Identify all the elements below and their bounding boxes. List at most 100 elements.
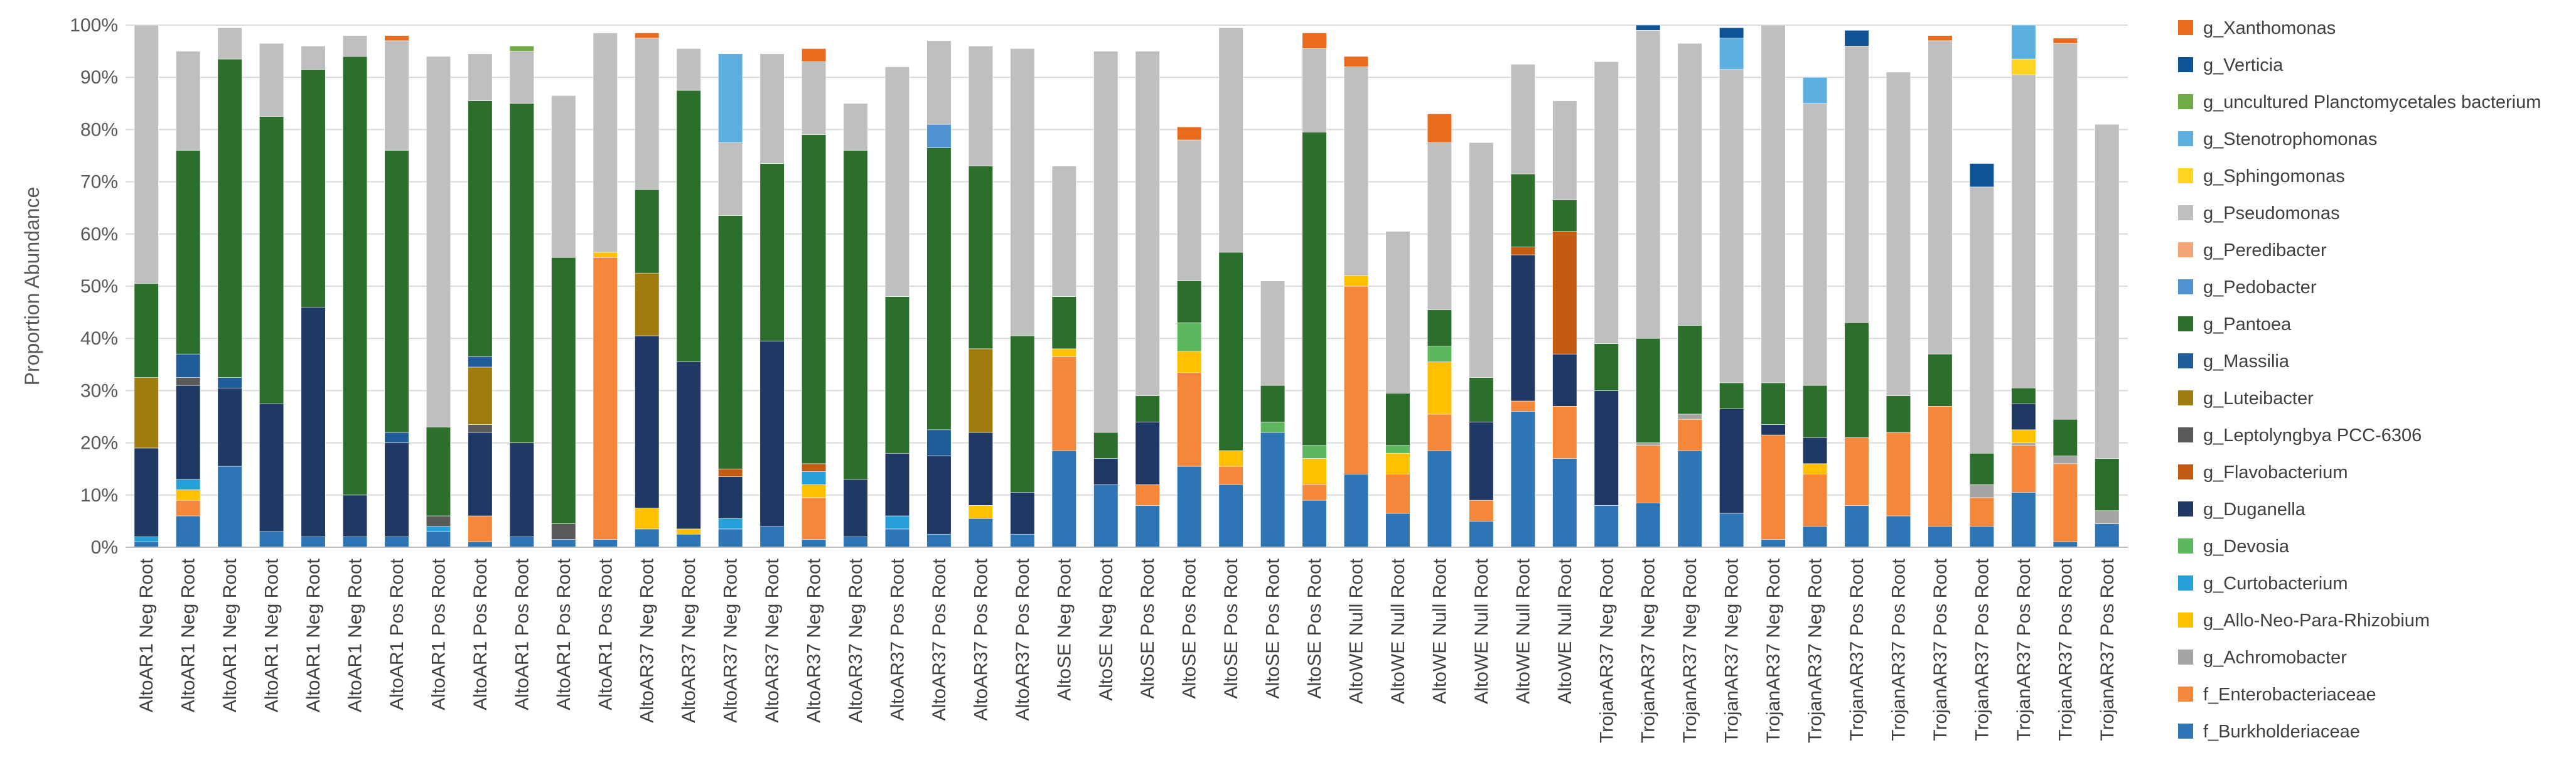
bar-stack	[551, 95, 576, 548]
bar-segment	[2011, 24, 2036, 60]
bar-segment	[2053, 542, 2078, 548]
bar-stack	[1260, 281, 1285, 548]
bar-segment	[593, 539, 618, 548]
legend-label: f_Enterobacteriaceae	[2203, 685, 2376, 705]
bar-segment	[968, 432, 993, 506]
bar-segment	[1260, 432, 1285, 548]
legend-item: g_Flavobacterium	[2178, 463, 2348, 483]
bar-segment	[2095, 523, 2120, 548]
bar-segment	[1427, 361, 1452, 415]
bar-segment	[801, 463, 827, 472]
legend-swatch	[2178, 242, 2193, 257]
bar-segment	[1177, 466, 1202, 548]
legend-swatch	[2178, 131, 2193, 146]
bar-segment	[843, 103, 868, 151]
bar-segment	[384, 35, 409, 41]
bar-segment	[2053, 38, 2078, 44]
bar-stack	[1427, 114, 1452, 548]
bar-segment	[509, 442, 534, 537]
bar-segment	[1093, 51, 1119, 433]
bar-stack	[1802, 77, 1828, 548]
x-tick-label: AltoAR37 Neg Root	[804, 558, 825, 722]
bar-segment	[2053, 456, 2078, 464]
bar-segment	[1218, 27, 1243, 253]
bar-segment	[801, 539, 827, 548]
bar-stack	[2053, 38, 2078, 548]
x-tick-label: AltoAR37 Pos Root	[929, 558, 950, 720]
bar-segment	[1969, 163, 1994, 188]
bar-segment	[1051, 166, 1076, 297]
bar-segment	[1802, 385, 1828, 438]
bar-segment	[926, 429, 952, 456]
legend-label: g_Flavobacterium	[2203, 463, 2348, 483]
bar-segment	[1135, 422, 1160, 485]
bar-stack	[1552, 100, 1577, 548]
legend-label: g_Duganella	[2203, 500, 2306, 520]
bar-segment	[1636, 442, 1661, 446]
bar-segment	[1552, 100, 1577, 201]
x-tick-label: AltoAR1 Pos Root	[512, 558, 532, 710]
bar-segment	[801, 134, 827, 464]
bar-segment	[134, 377, 159, 449]
legend-label: g_Curtobacterium	[2203, 574, 2348, 594]
bar-segment	[1302, 48, 1327, 132]
bar-segment	[1886, 432, 1911, 516]
bar-stack	[1385, 231, 1410, 548]
bar-segment	[1636, 445, 1661, 503]
bar-segment	[259, 531, 284, 548]
y-tick-label: 20%	[80, 433, 118, 454]
bar-segment	[2053, 419, 2078, 456]
bar-segment	[509, 51, 534, 104]
x-tick-label: AltoAR1 Neg Root	[136, 558, 157, 712]
bar-segment	[551, 95, 576, 258]
bar-segment	[1218, 484, 1243, 548]
legend-label: g_Luteibacter	[2203, 388, 2314, 409]
bar-segment	[134, 447, 159, 537]
legend-swatch	[2178, 724, 2193, 739]
bar-segment	[718, 142, 743, 216]
bar-segment	[1510, 247, 1535, 255]
bar-segment	[676, 528, 701, 535]
bar-segment	[1510, 254, 1535, 402]
bar-segment	[1552, 406, 1577, 459]
bar-segment	[176, 479, 201, 490]
bar-segment	[2011, 442, 2036, 446]
bar-segment	[217, 387, 242, 467]
legend-swatch	[2178, 205, 2193, 220]
x-tick-label: AltoSE Pos Root	[1137, 558, 1158, 698]
legend-swatch	[2178, 20, 2193, 35]
x-tick-label: AltoWE Null Root	[1346, 558, 1367, 703]
bar-segment	[134, 283, 159, 378]
bar-segment	[1802, 474, 1828, 527]
gridlines	[126, 24, 2128, 548]
bar-segment	[676, 361, 701, 530]
bar-segment	[801, 484, 827, 498]
bar-segment	[342, 35, 368, 57]
bar-stack	[2011, 24, 2036, 548]
bar-segment	[676, 533, 701, 548]
bar-segment	[1302, 33, 1327, 49]
bar-segment	[1594, 505, 1619, 548]
y-tick-label: 100%	[70, 15, 118, 36]
bar-segment	[2011, 387, 2036, 404]
bar-segment	[426, 526, 451, 532]
bar-segment	[1886, 515, 1911, 548]
bar-segment	[1510, 173, 1535, 247]
bar-segment	[635, 38, 660, 190]
bar-segment	[1302, 132, 1327, 446]
bar-segment	[1135, 505, 1160, 548]
x-tick-label: AltoAR1 Pos Root	[595, 558, 616, 710]
bar-stack	[801, 48, 827, 548]
legend-item: g_Xanthomonas	[2178, 18, 2336, 38]
bar-segment	[801, 497, 827, 540]
bar-segment	[1969, 526, 1994, 548]
bar-segment	[759, 53, 785, 164]
bar-segment	[1886, 395, 1911, 433]
bar-segment	[968, 505, 993, 519]
bar-stack	[509, 45, 534, 548]
legend-item: g_Stenotrophomonas	[2178, 129, 2377, 149]
bar-segment	[1260, 385, 1285, 422]
x-tick-label: TrojanAR37 Pos Root	[1888, 558, 1909, 741]
bar-segment	[468, 366, 493, 425]
x-tick-label: TrojanAR37 Neg Root	[1638, 558, 1659, 743]
